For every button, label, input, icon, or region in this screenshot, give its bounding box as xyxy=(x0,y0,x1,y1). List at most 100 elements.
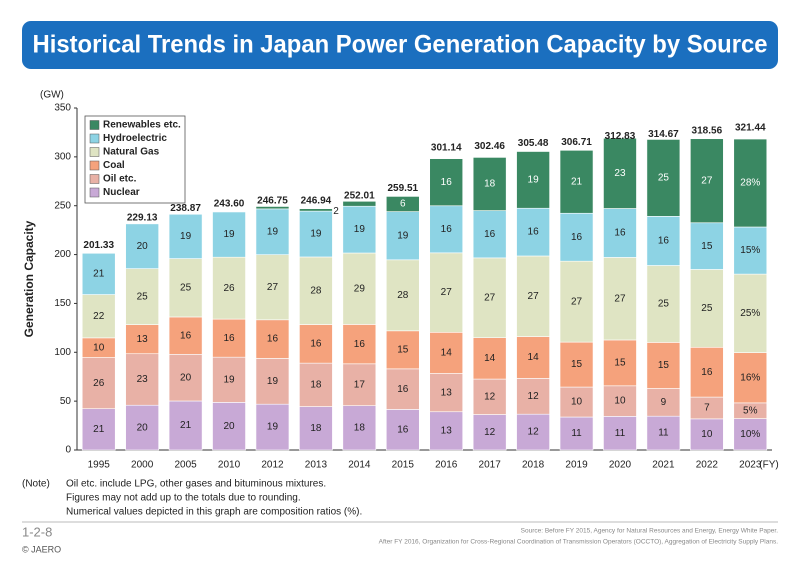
data-label: 15 xyxy=(571,359,583,370)
data-label: 19 xyxy=(354,224,366,235)
bar-segment xyxy=(472,210,507,259)
data-label: 27 xyxy=(614,293,626,304)
bar-segment xyxy=(429,158,464,207)
chart-title: Historical Trends in Japan Power Generat… xyxy=(33,31,768,59)
data-label: 21 xyxy=(93,269,105,280)
bar-segment xyxy=(733,352,768,404)
bar-segment xyxy=(299,324,333,364)
bar-segment xyxy=(385,259,420,332)
y-tick-label: 250 xyxy=(54,200,71,211)
bar-segment xyxy=(690,418,724,451)
data-label: 19 xyxy=(180,231,192,242)
data-label: 18 xyxy=(484,179,496,190)
bar-segment xyxy=(472,337,507,380)
data-label: 23 xyxy=(614,168,626,179)
bar-segment xyxy=(603,137,637,209)
bar-segment xyxy=(559,416,594,451)
bar-segment xyxy=(168,400,203,451)
data-label: 20 xyxy=(180,372,192,383)
bar-segment xyxy=(212,256,246,320)
x-tick-label: 2005 xyxy=(174,460,197,471)
data-label: 6 xyxy=(400,199,406,210)
bar-segment xyxy=(212,211,246,258)
y-unit: (GW) xyxy=(40,90,64,101)
bar-segment xyxy=(690,269,724,348)
data-label: 16 xyxy=(310,338,322,349)
data-label: 19 xyxy=(528,175,540,186)
data-label: 16 xyxy=(614,228,626,239)
total-label: 306.71 xyxy=(561,137,592,148)
legend-label: Coal xyxy=(103,160,125,171)
data-label: 12 xyxy=(484,391,496,402)
bar-segment xyxy=(472,378,507,415)
data-label: 29 xyxy=(354,283,366,294)
bar-segment xyxy=(516,207,550,257)
legend-swatch xyxy=(89,187,100,198)
data-label: 20 xyxy=(137,241,149,252)
total-label: 201.33 xyxy=(83,240,114,251)
data-label: 10% xyxy=(740,429,760,440)
bar-segment xyxy=(559,260,594,343)
data-label: 10 xyxy=(701,429,713,440)
data-label: 16 xyxy=(484,229,496,240)
x-tick-label: 2020 xyxy=(609,460,632,471)
bar-segment xyxy=(255,208,290,256)
x-tick-label: 2023 xyxy=(739,460,762,471)
data-label: 15 xyxy=(701,241,713,252)
y-tick-label: 300 xyxy=(54,151,71,162)
x-tick-label: 2019 xyxy=(565,460,588,471)
copyright: © JAERO xyxy=(22,544,61,554)
bar-segment xyxy=(646,415,681,451)
data-label: 20 xyxy=(137,422,149,433)
bar-segment xyxy=(342,205,377,254)
data-label: 16% xyxy=(740,372,760,383)
data-label: 5% xyxy=(743,405,758,416)
total-label: 252.01 xyxy=(344,190,375,201)
x-tick-label: 2015 xyxy=(392,460,415,471)
y-tick-label: 150 xyxy=(54,298,71,309)
bar-segment xyxy=(125,324,159,355)
data-label: 12 xyxy=(528,427,540,438)
data-label: 27 xyxy=(701,175,713,186)
bar-segment xyxy=(646,139,681,217)
data-label: 19 xyxy=(223,229,235,240)
data-label: 15 xyxy=(658,360,670,371)
note: Figures may not add up to the totals due… xyxy=(66,493,301,504)
total-label: 301.14 xyxy=(431,142,462,153)
source: Source: Before FY 2015, Agency for Natur… xyxy=(521,528,779,535)
data-label: 27 xyxy=(571,296,583,307)
legend-box xyxy=(84,115,186,204)
data-label: 16 xyxy=(441,177,453,188)
data-label: 25 xyxy=(180,282,192,293)
total-label: 238.87 xyxy=(170,203,201,214)
x-tick-label: 2010 xyxy=(218,460,241,471)
data-label: 21 xyxy=(180,420,192,431)
legend-label: Renewables etc. xyxy=(103,120,181,131)
data-label: 11 xyxy=(615,428,626,439)
data-label: 15 xyxy=(614,358,626,369)
legend-swatch xyxy=(89,120,100,130)
bar-segment xyxy=(125,353,159,406)
bar-segment xyxy=(429,252,464,333)
data-label: 25 xyxy=(658,299,670,310)
data-label: 21 xyxy=(571,176,583,187)
bar-segment xyxy=(255,206,290,210)
data-label: 28% xyxy=(740,178,760,189)
data-label: 19 xyxy=(310,229,322,240)
figure-id: 1-2-8 xyxy=(22,524,52,539)
data-label: 19 xyxy=(267,226,279,237)
bar-segment xyxy=(125,268,159,325)
data-label: 15 xyxy=(397,344,409,355)
data-label: 16 xyxy=(180,330,192,341)
data-label: 16 xyxy=(397,384,409,395)
legend-swatch xyxy=(89,174,100,184)
x-tick-label: 2014 xyxy=(348,460,371,471)
bar-segment xyxy=(81,252,116,295)
bar-segment xyxy=(603,385,637,417)
y-tick-label: 50 xyxy=(60,396,72,407)
bar-segment xyxy=(690,222,724,270)
data-label: 15% xyxy=(740,245,760,256)
data-label: 16 xyxy=(354,339,366,350)
note: Numerical values depicted in this graph … xyxy=(66,507,362,518)
bar-segment xyxy=(690,346,724,398)
